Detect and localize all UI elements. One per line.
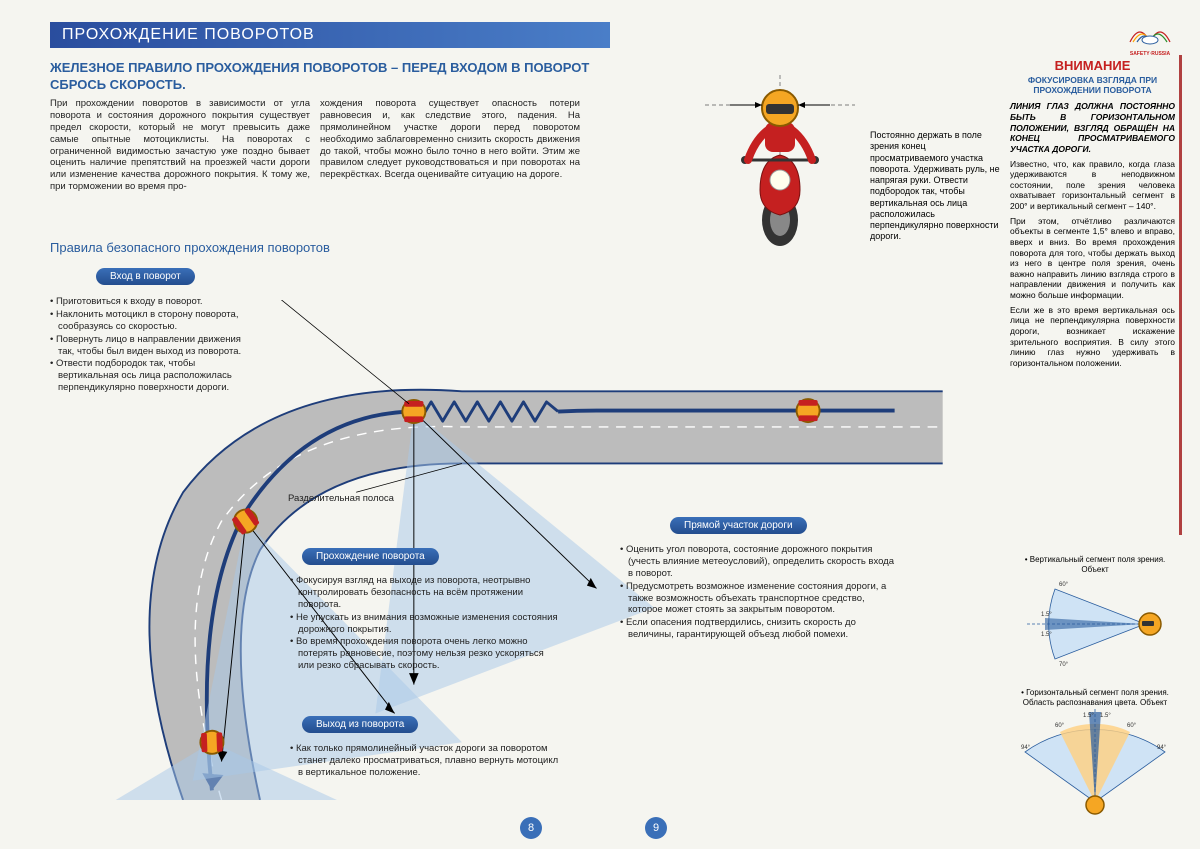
exit-bullets: Как только прямолинейный участок дороги …	[290, 743, 560, 780]
page-title-bar: ПРОХОЖДЕНИЕ ПОВОРОТОВ	[50, 22, 610, 48]
list-item: Не упускать из внимания возможные измене…	[290, 612, 560, 636]
intro-paragraph-2: хождения поворота существует опасность п…	[320, 98, 580, 181]
vertical-vision-caption: • Вертикальный сегмент поля зрения. Объе…	[1015, 555, 1175, 574]
rider-instruction-text: Постоянно держать в поле зрения конец пр…	[870, 130, 1000, 243]
list-item: Отвести подбородок так, чтобы вертикальн…	[50, 358, 255, 394]
sidebar-accent-bar	[1179, 55, 1182, 535]
svg-text:1.5°: 1.5°	[1100, 713, 1111, 719]
rider-marker-icon	[402, 400, 425, 423]
attention-heading: ВНИМАНИЕ	[1010, 58, 1175, 73]
list-item: Фокусируя взгляд на выходе из поворота, …	[290, 575, 560, 611]
list-item: Приготовиться к входу в поворот.	[50, 296, 255, 308]
entry-bullets: Приготовиться к входу в поворот. Наклони…	[50, 296, 255, 395]
page-title: ПРОХОЖДЕНИЕ ПОВОРОТОВ	[62, 26, 315, 43]
entry-pill: Вход в поворот	[96, 268, 195, 285]
turning-bullets: Фокусируя взгляд на выходе из поворота, …	[290, 575, 560, 673]
straight-bullets: Оценить угол поворота, состояние дорожно…	[620, 544, 900, 642]
svg-text:1.5°: 1.5°	[1041, 632, 1052, 638]
divider-label: Разделительная полоса	[288, 493, 394, 504]
logo-text: SAFETY·RUSSIA	[1125, 51, 1175, 57]
list-item: Предусмотреть возможное изменение состоя…	[620, 581, 900, 617]
svg-text:94°: 94°	[1157, 745, 1167, 751]
rule-title: ЖЕЛЕЗНОЕ ПРАВИЛО ПРОХОЖДЕНИЯ ПОВОРОТОВ –…	[50, 60, 610, 94]
attention-bold: ЛИНИЯ ГЛАЗ ДОЛЖНА ПОСТОЯННО БЫТЬ В ГОРИЗ…	[1010, 101, 1175, 154]
attention-body-3: Если же в это время вертикальная ось лиц…	[1010, 305, 1175, 369]
svg-text:60°: 60°	[1059, 582, 1069, 588]
svg-text:70°: 70°	[1059, 662, 1069, 668]
attention-subheading: ФОКУСИРОВКА ВЗГЛЯДА ПРИ ПРОХОЖДЕНИИ ПОВО…	[1010, 75, 1175, 95]
intro-paragraph-1: При прохождении поворотов в зависимости …	[50, 98, 310, 193]
rules-subheading: Правила безопасного прохождения поворото…	[50, 240, 330, 255]
page-number-left: 8	[520, 817, 542, 839]
attention-body-1: Известно, что, как правило, когда глаза …	[1010, 159, 1175, 212]
horizontal-vision-caption: • Горизонтальный сегмент поля зрения. Об…	[1015, 688, 1175, 707]
turning-pill: Прохождение поворота	[302, 548, 439, 565]
svg-text:60°: 60°	[1055, 723, 1065, 729]
rider-marker-icon	[200, 730, 224, 754]
svg-text:1.5°: 1.5°	[1083, 713, 1094, 719]
attention-sidebar: ВНИМАНИЕ ФОКУСИРОВКА ВЗГЛЯДА ПРИ ПРОХОЖД…	[1010, 58, 1175, 368]
exit-pill: Выход из поворота	[302, 716, 418, 733]
list-item: Как только прямолинейный участок дороги …	[290, 743, 560, 779]
list-item: Повернуть лицо в направлении движения та…	[50, 334, 255, 358]
list-item: Во время прохождения поворота очень легк…	[290, 636, 560, 672]
svg-text:60°: 60°	[1127, 723, 1137, 729]
svg-text:1.5°: 1.5°	[1041, 612, 1052, 618]
list-item: Наклонить мотоцикл в сторону поворота, с…	[50, 309, 255, 333]
page-number-right: 9	[645, 817, 667, 839]
safety-russia-logo: SAFETY·RUSSIA	[1125, 14, 1175, 54]
svg-text:94°: 94°	[1021, 745, 1031, 751]
list-item: Оценить угол поворота, состояние дорожно…	[620, 544, 900, 580]
rider-marker-icon	[230, 505, 262, 537]
attention-body-2: При этом, отчётливо различаются объекты …	[1010, 216, 1175, 301]
straight-pill: Прямой участок дороги	[670, 517, 807, 534]
horizontal-vision-diagram: • Горизонтальный сегмент поля зрения. Об…	[1015, 688, 1175, 822]
vertical-vision-diagram: • Вертикальный сегмент поля зрения. Объе…	[1015, 555, 1175, 674]
rider-marker-icon	[797, 399, 820, 422]
rider-front-diagram	[700, 70, 860, 250]
list-item: Если опасения подтвердились, снизить ско…	[620, 617, 900, 641]
